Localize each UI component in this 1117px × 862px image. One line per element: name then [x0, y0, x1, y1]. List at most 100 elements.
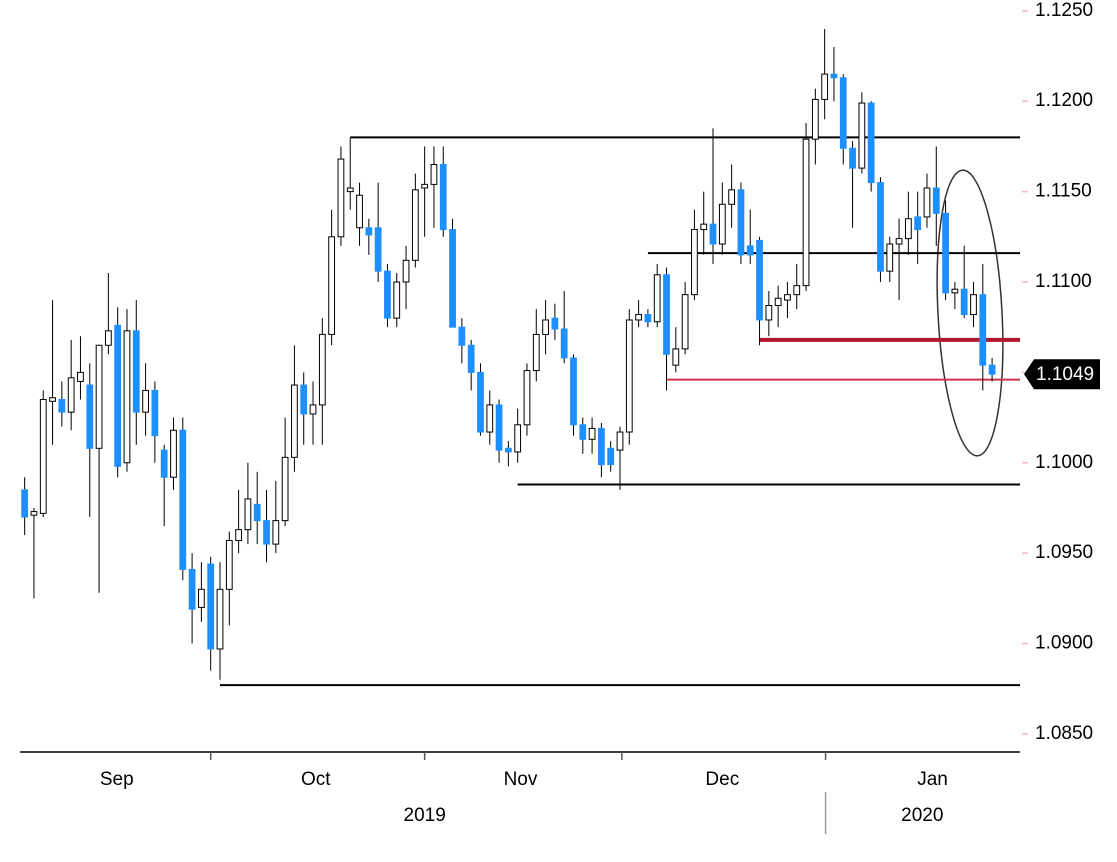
candle-body	[114, 324, 122, 467]
y-tick-label: 1.1100	[1035, 271, 1092, 292]
candle-body	[830, 73, 838, 79]
candle-body	[709, 223, 717, 245]
candle-body	[253, 503, 261, 522]
candle-body	[970, 294, 977, 316]
candle-body	[756, 239, 763, 321]
candle-body	[207, 563, 215, 650]
candle-body	[923, 187, 931, 218]
candle-body	[151, 389, 159, 437]
candle-body	[21, 489, 29, 518]
candle-body	[821, 73, 829, 100]
x-tick-label: Jan	[917, 769, 948, 790]
candle-body	[291, 384, 298, 458]
candle-body	[560, 328, 568, 359]
candle-body	[188, 568, 196, 610]
y-tick-label: 1.0900	[1035, 633, 1093, 654]
candle-body	[170, 429, 177, 478]
candle-body	[542, 319, 549, 335]
candle-body	[625, 319, 633, 433]
y-tick-label: 1.1150	[1035, 181, 1092, 202]
candle-body	[179, 429, 187, 570]
candle-body	[365, 227, 373, 236]
candle-body	[198, 588, 205, 608]
candle-body	[942, 212, 949, 294]
y-tick-label: 1.0950	[1035, 542, 1093, 563]
candle-body	[598, 427, 605, 466]
candle-body	[746, 245, 754, 256]
candle-body	[30, 511, 38, 516]
candle-body	[718, 203, 726, 245]
candle-body	[318, 333, 326, 406]
candle-body	[486, 404, 494, 433]
candle-body	[579, 424, 587, 440]
x-tick-label: Nov	[504, 769, 538, 790]
candle-body	[86, 384, 94, 449]
candle-body	[477, 371, 484, 433]
candle-body	[421, 183, 429, 189]
candle-body	[272, 520, 280, 545]
candle-body	[263, 520, 270, 545]
candle-body	[523, 370, 531, 426]
candle-body	[393, 281, 401, 319]
candle-body	[58, 399, 66, 413]
candle-body	[681, 294, 689, 350]
candle-body	[384, 270, 391, 319]
candle-body	[551, 317, 559, 330]
candle-body	[635, 314, 642, 321]
candle-body	[77, 371, 84, 382]
candle-body	[765, 305, 773, 321]
candle-body	[858, 102, 866, 169]
candle-body	[67, 377, 75, 413]
candle-body	[514, 424, 522, 453]
candle-body	[988, 364, 996, 375]
candle-body	[904, 218, 912, 240]
candle-body	[104, 330, 112, 346]
candle-body	[700, 223, 708, 231]
candle-body	[867, 102, 875, 184]
candle-body	[616, 431, 624, 451]
candle-body	[309, 404, 317, 415]
candle-body	[411, 189, 419, 261]
candle-body	[839, 77, 847, 149]
year-label: 2019	[404, 805, 446, 826]
candle-body	[458, 326, 466, 346]
year-label: 2020	[901, 805, 943, 826]
candle-body	[588, 427, 596, 440]
candle-body	[737, 189, 745, 256]
candle-body	[895, 238, 903, 245]
candle-body	[49, 397, 56, 402]
candle-body	[495, 404, 503, 451]
candle-body	[932, 187, 940, 214]
candle-body	[691, 229, 698, 296]
x-tick-label: Oct	[301, 769, 331, 790]
candle-body	[328, 236, 336, 335]
candle-body	[886, 243, 894, 272]
candle-body	[346, 187, 354, 193]
last-price-box	[1024, 359, 1100, 390]
x-tick-label: Dec	[705, 769, 739, 790]
candle-body	[39, 399, 47, 514]
candle-body	[774, 297, 782, 306]
candle-body	[960, 288, 968, 316]
candle-body	[644, 314, 652, 323]
candle-body	[356, 194, 363, 229]
candle-body	[672, 348, 680, 366]
candle-body	[225, 540, 233, 590]
candle-body	[653, 274, 661, 323]
candle-body	[663, 274, 670, 355]
candle-body	[216, 588, 224, 650]
candle-body	[235, 529, 242, 542]
candle-body	[160, 449, 168, 478]
candle-body	[979, 294, 987, 366]
candle-body	[244, 498, 252, 531]
candle-body	[449, 229, 456, 328]
last-price-label: 1.1049	[1036, 364, 1094, 385]
candle-body	[467, 344, 475, 373]
candle-body	[784, 294, 791, 301]
candle-body	[142, 389, 149, 413]
candle-body	[95, 344, 103, 449]
candle-body	[374, 227, 382, 272]
candle-body	[281, 456, 289, 522]
candle-body	[802, 138, 810, 287]
